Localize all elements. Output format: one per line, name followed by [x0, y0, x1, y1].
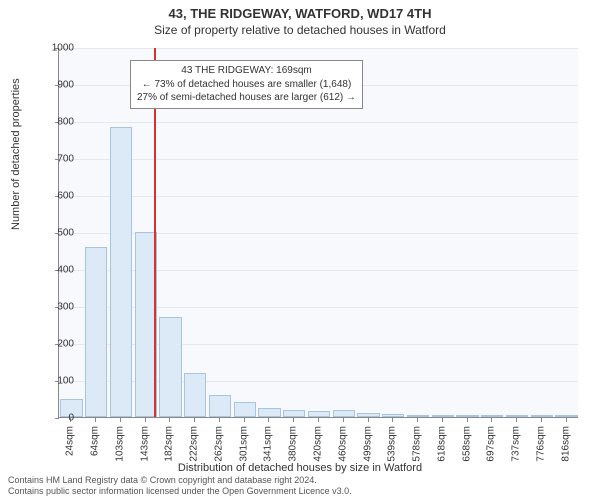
x-axis-label: Distribution of detached houses by size … — [0, 462, 600, 474]
histogram-bar — [209, 395, 231, 417]
histogram-bar — [234, 402, 256, 417]
histogram-bar — [333, 410, 355, 417]
xtick-label: 222sqm — [189, 426, 200, 462]
xtick-label: 658sqm — [461, 426, 472, 462]
histogram-bar — [159, 317, 181, 417]
histogram-bar — [481, 415, 503, 417]
histogram-bar — [110, 127, 132, 417]
xtick-mark — [244, 418, 245, 422]
ytick-label: 100 — [34, 376, 74, 387]
histogram-bar — [531, 415, 553, 417]
histogram-bar — [85, 247, 107, 417]
grid-line — [59, 48, 578, 49]
xtick-mark — [491, 418, 492, 422]
credits: Contains HM Land Registry data © Crown c… — [8, 475, 352, 498]
chart-container: 43, THE RIDGEWAY, WATFORD, WD17 4TH Size… — [0, 0, 600, 500]
credits-line1: Contains HM Land Registry data © Crown c… — [8, 475, 352, 487]
xtick-label: 420sqm — [313, 426, 324, 462]
annotation-line3: 27% of semi-detached houses are larger (… — [137, 91, 356, 105]
annotation-line2: ← 73% of detached houses are smaller (1,… — [137, 78, 356, 92]
xtick-mark — [467, 418, 468, 422]
xtick-mark — [318, 418, 319, 422]
xtick-mark — [516, 418, 517, 422]
ytick-label: 400 — [34, 265, 74, 276]
annotation-box: 43 THE RIDGEWAY: 169sqm ← 73% of detache… — [130, 60, 363, 109]
histogram-bar — [407, 415, 429, 417]
xtick-label: 578sqm — [412, 426, 423, 462]
xtick-label: 776sqm — [535, 426, 546, 462]
ytick-label: 700 — [34, 154, 74, 165]
histogram-bar — [283, 410, 305, 417]
xtick-label: 64sqm — [90, 426, 101, 456]
histogram-bar — [308, 411, 330, 417]
xtick-mark — [343, 418, 344, 422]
xtick-label: 737sqm — [511, 426, 522, 462]
xtick-mark — [417, 418, 418, 422]
ytick-label: 300 — [34, 302, 74, 313]
xtick-mark — [120, 418, 121, 422]
xtick-label: 182sqm — [164, 426, 175, 462]
xtick-mark — [541, 418, 542, 422]
ytick-label: 200 — [34, 339, 74, 350]
annotation-line1: 43 THE RIDGEWAY: 169sqm — [137, 64, 356, 78]
xtick-label: 380sqm — [288, 426, 299, 462]
xtick-mark — [95, 418, 96, 422]
xtick-mark — [293, 418, 294, 422]
ytick-label: 900 — [34, 80, 74, 91]
ytick-label: 0 — [34, 413, 74, 424]
histogram-bar — [357, 413, 379, 417]
histogram-bar — [184, 373, 206, 417]
histogram-bar — [555, 415, 577, 417]
ytick-label: 800 — [34, 117, 74, 128]
histogram-bar — [506, 415, 528, 417]
xtick-mark — [194, 418, 195, 422]
y-axis-label: Number of detached properties — [10, 78, 22, 230]
ytick-label: 1000 — [34, 43, 74, 54]
histogram-bar — [456, 415, 478, 417]
xtick-mark — [442, 418, 443, 422]
histogram-bar — [382, 414, 404, 417]
xtick-label: 103sqm — [114, 426, 125, 462]
xtick-mark — [566, 418, 567, 422]
xtick-mark — [145, 418, 146, 422]
xtick-mark — [268, 418, 269, 422]
xtick-mark — [368, 418, 369, 422]
xtick-label: 262sqm — [213, 426, 224, 462]
xtick-label: 499sqm — [362, 426, 373, 462]
xtick-label: 301sqm — [238, 426, 249, 462]
chart-area: 43 THE RIDGEWAY: 169sqm ← 73% of detache… — [58, 48, 578, 418]
xtick-label: 697sqm — [486, 426, 497, 462]
grid-line — [59, 159, 578, 160]
xtick-label: 143sqm — [139, 426, 150, 462]
grid-line — [59, 122, 578, 123]
histogram-bar — [258, 408, 280, 417]
ytick-label: 600 — [34, 191, 74, 202]
xtick-mark — [392, 418, 393, 422]
xtick-mark — [219, 418, 220, 422]
xtick-label: 341sqm — [263, 426, 274, 462]
xtick-label: 460sqm — [337, 426, 348, 462]
histogram-bar — [432, 415, 454, 417]
grid-line — [59, 196, 578, 197]
page-subtitle: Size of property relative to detached ho… — [0, 21, 600, 37]
xtick-mark — [169, 418, 170, 422]
xtick-label: 816sqm — [560, 426, 571, 462]
xtick-label: 24sqm — [65, 426, 76, 456]
ytick-label: 500 — [34, 228, 74, 239]
xtick-label: 539sqm — [387, 426, 398, 462]
page-title: 43, THE RIDGEWAY, WATFORD, WD17 4TH — [0, 0, 600, 21]
xtick-label: 618sqm — [436, 426, 447, 462]
credits-line2: Contains public sector information licen… — [8, 486, 352, 498]
